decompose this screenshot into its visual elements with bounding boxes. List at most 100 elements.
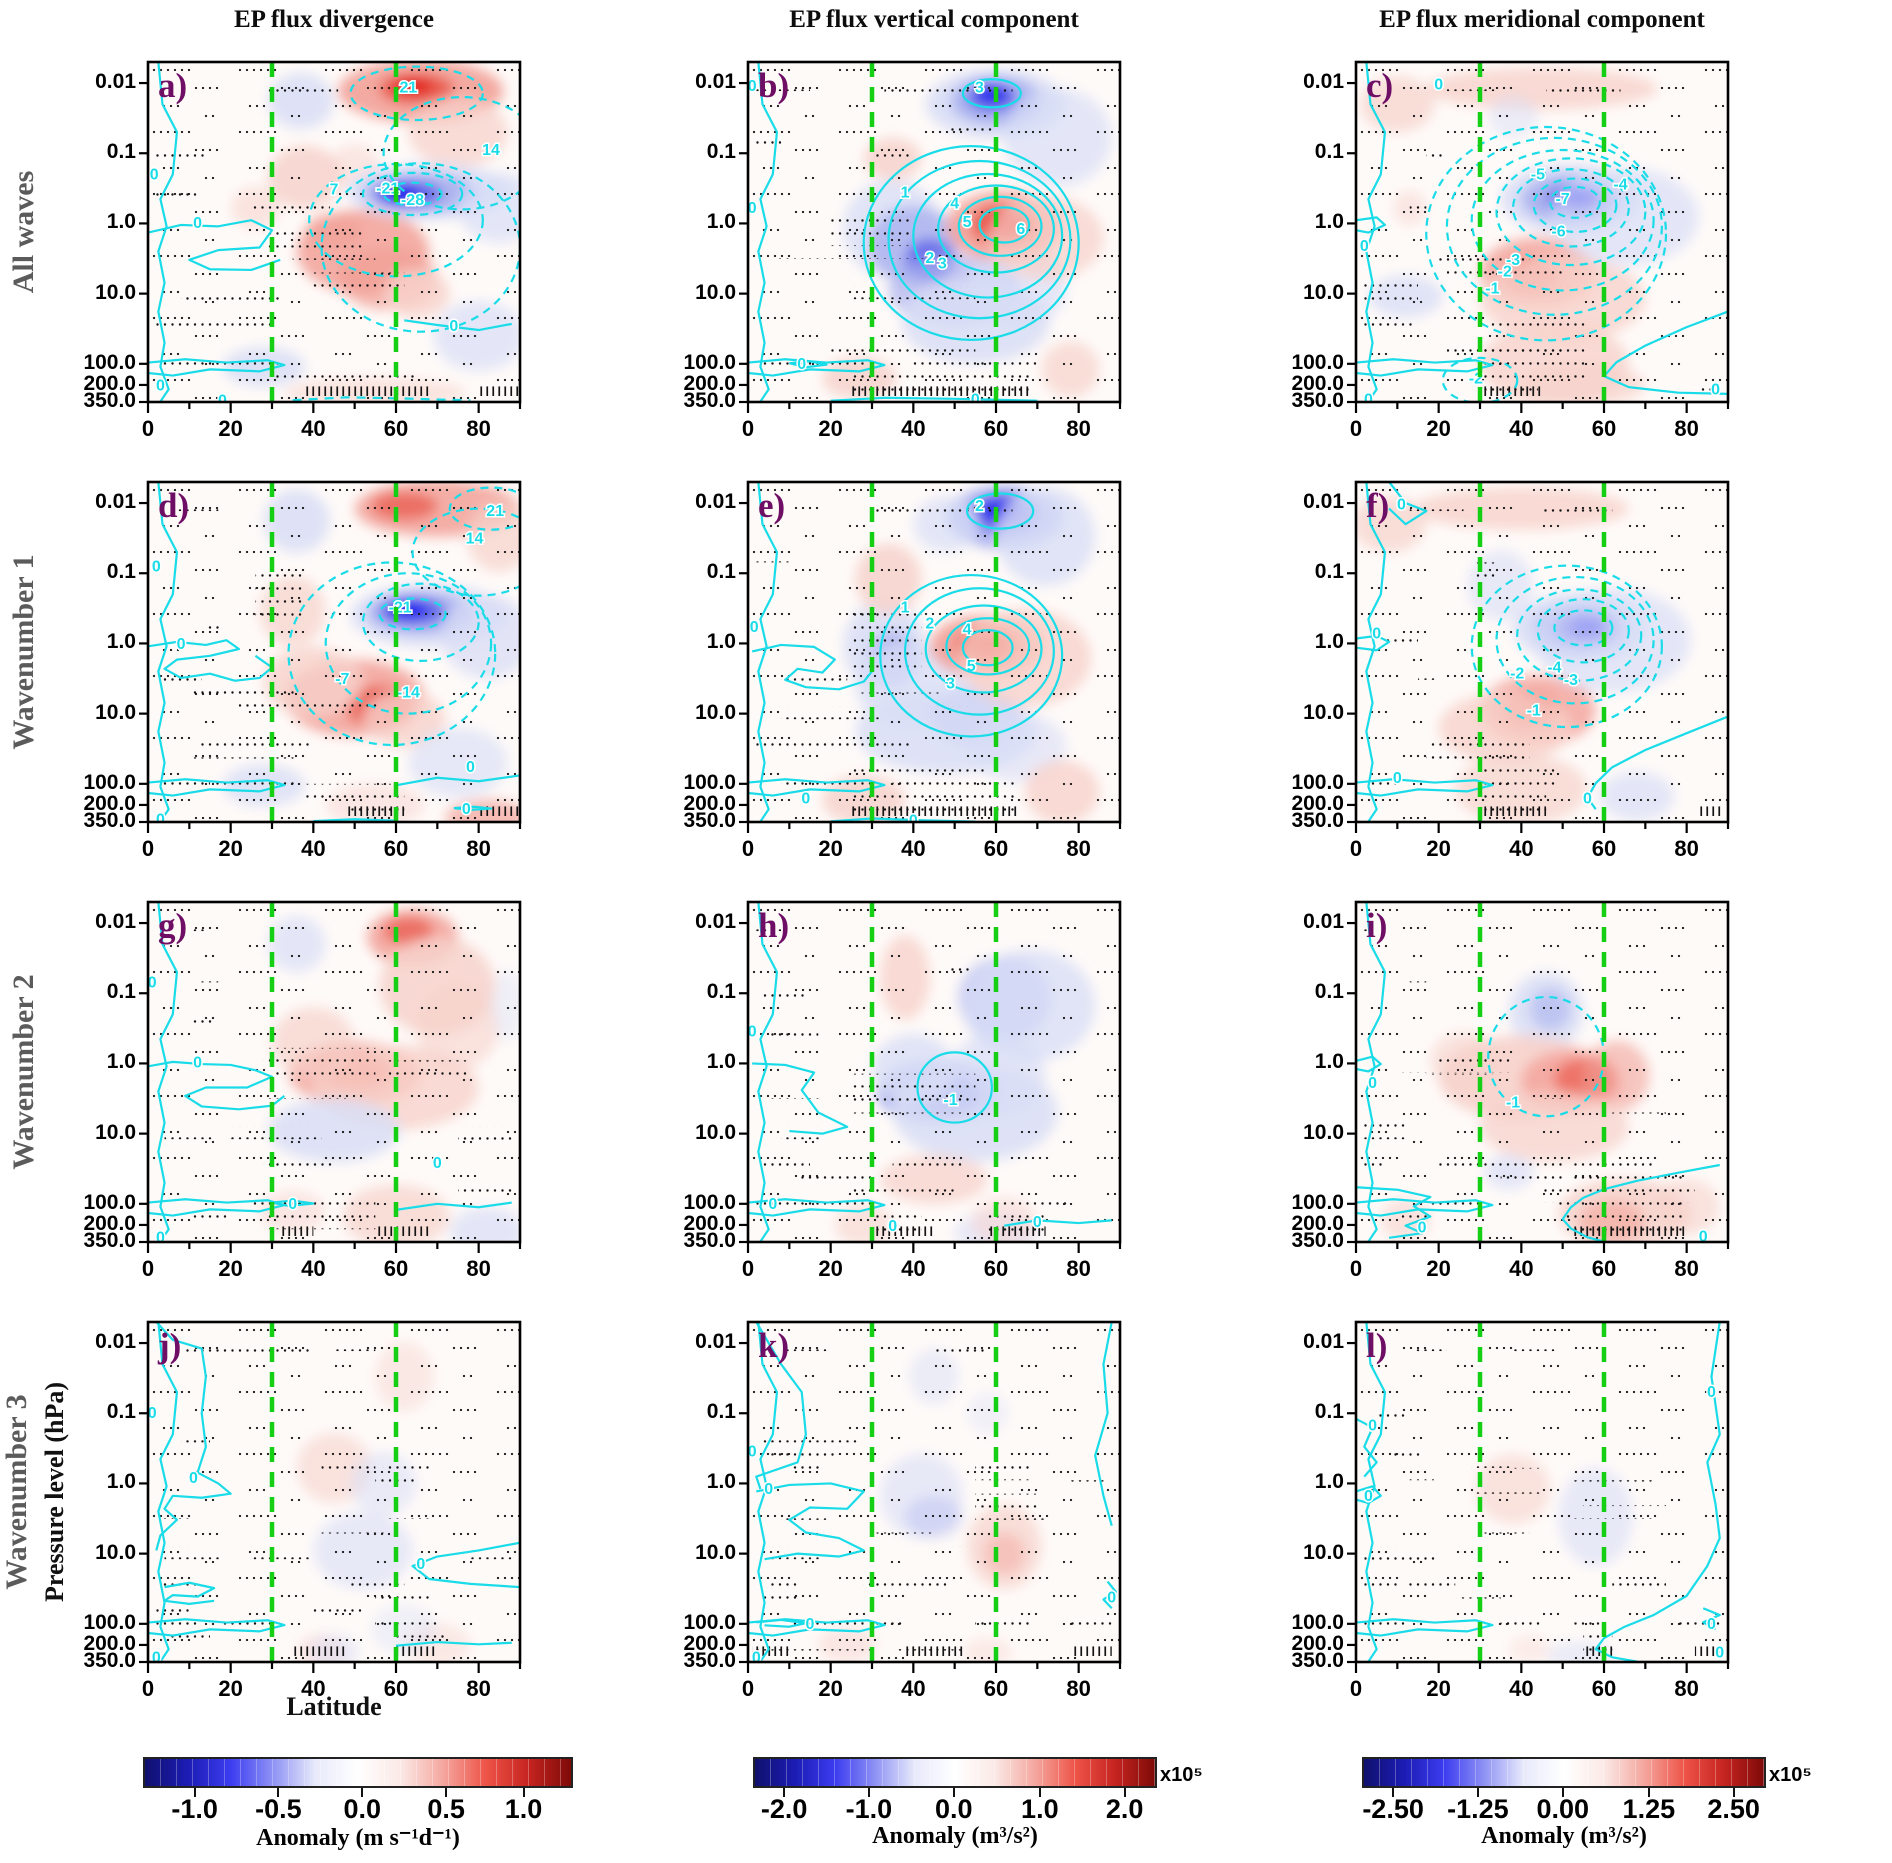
x-tick-label: 0: [141, 1676, 155, 1701]
colorbar-label-divergence: Anomaly (m s⁻¹d⁻¹): [256, 1825, 460, 1851]
svg-text:0: 0: [1033, 1214, 1042, 1231]
y-tick-label: 350.0: [683, 1649, 736, 1672]
x-tick-label: 40: [301, 1256, 326, 1281]
y-tick-label: 100.0: [1291, 770, 1344, 794]
colorbar-2: [1362, 1757, 1766, 1788]
x-tick-label: 60: [1591, 1676, 1617, 1701]
svg-text:14: 14: [466, 531, 484, 548]
colorbar-tick-label: 2.50: [1707, 1794, 1760, 1824]
x-tick-label: 80: [1674, 836, 1699, 861]
y-tick-label: 200.0: [1291, 371, 1344, 395]
y-tick-label: 10.0: [1303, 1120, 1344, 1144]
row-label-all-waves: All waves: [7, 170, 40, 294]
y-tick-label: 1.0: [1314, 630, 1344, 654]
svg-text:0: 0: [152, 558, 161, 575]
y-tick-label: 0.01: [1303, 1330, 1344, 1354]
y-tick-label: 10.0: [695, 700, 736, 724]
y-tick-label: 0.1: [1314, 1400, 1344, 1424]
colorbar-tick: [1561, 1788, 1564, 1797]
colorbar-tick: [445, 1788, 448, 1797]
y-tick-label: 10.0: [95, 1540, 136, 1564]
y-tick-label: 100.0: [683, 770, 736, 794]
y-tick-label: 200.0: [1291, 1631, 1344, 1655]
y-tick-label: 350.0: [83, 1649, 136, 1672]
svg-text:0: 0: [148, 974, 157, 991]
colorbar-tick-label: 0.5: [427, 1794, 465, 1824]
svg-text:0: 0: [150, 166, 159, 183]
x-tick-label: 60: [1591, 1256, 1617, 1281]
svg-text:3: 3: [946, 675, 955, 692]
x-tick-label: 80: [466, 836, 491, 861]
svg-text:0: 0: [1372, 625, 1381, 642]
y-tick-label: 100.0: [1291, 1610, 1344, 1634]
colorbar-tick-label: -0.5: [255, 1794, 302, 1824]
svg-text:0: 0: [1397, 497, 1406, 514]
svg-text:0: 0: [748, 1023, 757, 1040]
y-tick-label: 1.0: [1314, 1050, 1344, 1074]
svg-text:6: 6: [1016, 221, 1025, 238]
colorbar-tick-label: 1.25: [1622, 1794, 1676, 1824]
y-tick-label: 350.0: [83, 809, 136, 832]
x-tick-label: 0: [1349, 1256, 1363, 1281]
svg-text:0: 0: [1699, 1228, 1708, 1245]
x-tick-label: 0: [741, 836, 755, 861]
panel-letter-d: d): [158, 486, 190, 525]
x-tick-label: 20: [818, 416, 843, 441]
x-tick-label: 40: [901, 836, 926, 861]
colorbar-tick: [1392, 1788, 1395, 1797]
svg-text:0: 0: [152, 1650, 161, 1667]
svg-text:-1: -1: [943, 1092, 957, 1109]
y-tick-label: 0.1: [1314, 560, 1344, 584]
y-tick-label: 1.0: [1314, 1470, 1344, 1494]
y-tick-label: 1.0: [706, 630, 736, 654]
x-tick-label: 60: [383, 1256, 409, 1281]
y-tick-label: 1.0: [106, 210, 136, 234]
y-tick-label: 200.0: [83, 1631, 136, 1655]
svg-text:0: 0: [193, 215, 202, 232]
colorbar-tick: [1038, 1788, 1041, 1797]
colorbar-tick-label: 0.0: [343, 1794, 382, 1824]
panel-letter-l: l): [1366, 1326, 1388, 1365]
x-tick-label: 60: [1591, 836, 1617, 861]
colorbar-multiplier-vertical: x10⁵: [1160, 1764, 1203, 1786]
colorbar-tick-label: 1.0: [1021, 1794, 1059, 1824]
x-tick-label: 80: [1674, 416, 1699, 441]
y-tick-label: 1.0: [106, 630, 136, 654]
colorbar-tick-label: -1.0: [845, 1794, 893, 1824]
y-tick-label: 0.01: [1303, 70, 1344, 94]
colorbar-steps: [755, 1759, 1155, 1786]
y-tick-label: 0.1: [706, 140, 736, 164]
x-tick-label: 0: [1349, 1676, 1363, 1701]
svg-text:4: 4: [950, 196, 959, 213]
y-tick-label: 10.0: [95, 280, 136, 304]
svg-text:-14: -14: [397, 684, 420, 701]
y-tick-label: 0.1: [706, 1400, 736, 1424]
panel-plot-k: 0 0 0 0 0: [739, 1320, 1122, 1673]
panel-letter-h: h): [758, 906, 790, 945]
svg-text:0: 0: [971, 391, 980, 408]
x-tick-label: 40: [1509, 416, 1534, 441]
y-tick-label: 0.01: [95, 70, 136, 94]
svg-text:0: 0: [764, 1481, 773, 1498]
y-tick-label: 100.0: [683, 350, 736, 374]
svg-text:-2: -2: [1498, 263, 1512, 280]
svg-text:-3: -3: [1564, 672, 1578, 689]
panel-plot-l: 0 0 0 0 0: [1347, 1320, 1730, 1673]
y-tick-label: 0.01: [1303, 910, 1344, 934]
x-tick-label: 20: [218, 1676, 243, 1701]
svg-text:5: 5: [963, 214, 972, 231]
y-tick-label: 10.0: [95, 700, 136, 724]
y-tick-label: 100.0: [683, 1610, 736, 1634]
svg-text:0: 0: [1364, 391, 1373, 408]
x-tick-label: 80: [466, 416, 491, 441]
y-tick-label: 350.0: [683, 1229, 736, 1252]
row-label-wavenumber-2: Wavenumber 2: [7, 974, 40, 1170]
x-tick-label: 40: [901, 416, 926, 441]
row-label-wavenumber-3: Wavenumber 3: [0, 1394, 33, 1590]
svg-text:0: 0: [1711, 381, 1720, 398]
colorbar-tick: [1476, 1788, 1479, 1797]
y-tick-label: 10.0: [95, 1120, 136, 1144]
svg-text:-1: -1: [1485, 281, 1499, 298]
colorbar-tick: [867, 1788, 870, 1797]
x-tick-label: 20: [818, 1676, 843, 1701]
